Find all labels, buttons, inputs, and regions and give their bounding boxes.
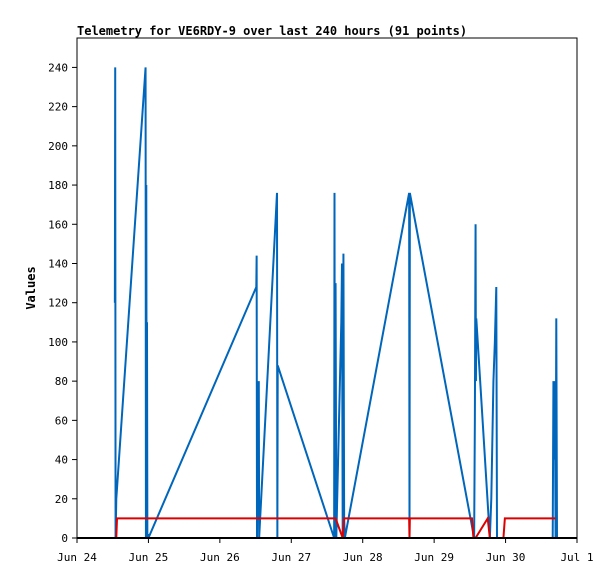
x-tick-label: Jun 28 — [343, 551, 383, 564]
y-tick-label: 160 — [48, 218, 68, 231]
y-tick-label: 140 — [48, 257, 68, 270]
x-tick-label: Jun 30 — [486, 551, 526, 564]
y-tick-label: 200 — [48, 140, 68, 153]
y-tick-label: 100 — [48, 336, 68, 349]
series-layer — [77, 67, 577, 539]
y-tick-label: 180 — [48, 179, 68, 192]
y-axis: 0 20 40 60 80 100 120 140 160 180 200 220 240 — [48, 61, 77, 545]
chart-title: Telemetry for VE6RDY-9 over last 240 hou… — [77, 24, 467, 38]
x-tick-label: Jul 1 — [560, 551, 593, 564]
series-line-0 — [113, 67, 558, 539]
x-tick-label: Jun 26 — [200, 551, 240, 564]
plot-frame — [76, 37, 578, 539]
y-tick-label: 80 — [55, 375, 68, 388]
y-tick-label: 240 — [48, 61, 68, 74]
x-axis: Jun 24 Jun 25 Jun 26 Jun 27 Jun 28 Jun 29 Jun … — [57, 538, 594, 564]
y-tick-label: 0 — [61, 532, 68, 545]
y-tick-label: 40 — [55, 454, 68, 467]
y-tick-label: 220 — [48, 101, 68, 114]
y-tick-label: 60 — [55, 414, 68, 427]
y-axis-label: Values — [24, 266, 38, 309]
x-tick-label: Jun 24 — [57, 551, 97, 564]
y-tick-label: 20 — [55, 493, 68, 506]
x-tick-label: Jun 27 — [271, 551, 311, 564]
x-tick-label: Jun 29 — [414, 551, 454, 564]
y-tick-label: 120 — [48, 297, 68, 310]
x-tick-label: Jun 25 — [129, 551, 169, 564]
